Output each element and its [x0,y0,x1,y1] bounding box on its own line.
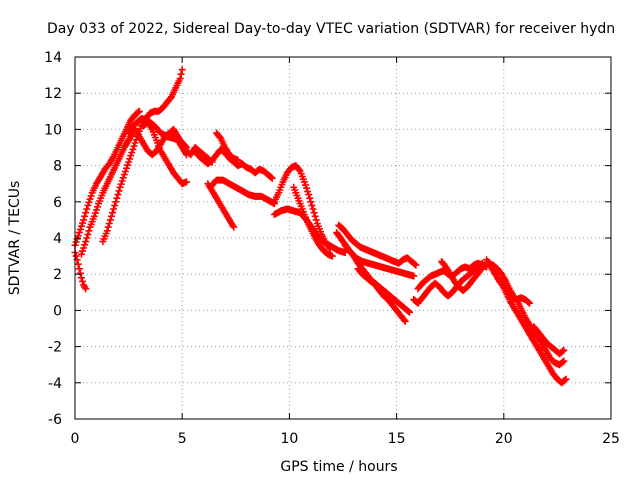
y-tick-label: 4 [53,231,62,247]
series-track-12 [213,129,242,164]
plus-marker-trail [530,323,568,358]
y-tick-label: 14 [44,50,62,66]
series-track-21 [410,259,486,307]
plus-marker-trail [335,221,420,269]
x-tick-label: 15 [388,431,406,447]
y-tick-label: 6 [53,195,62,211]
y-tick-label: 8 [53,159,62,175]
y-axis-label: SDTVAR / TECUs [7,181,23,296]
y-tick-label: -4 [48,376,62,392]
y-tick-label: 0 [53,303,62,319]
series-track-15 [290,183,336,260]
series-track-2 [71,249,90,293]
series-track-7 [140,118,190,188]
x-axis-ticks: 0 5 10 15 20 25 [71,57,620,447]
x-tick-label: 25 [602,431,620,447]
plus-marker-trail [513,296,568,369]
series-track-9 [191,145,276,182]
series-track-11 [206,176,278,208]
x-axis-label: GPS time / hours [280,459,397,475]
plus-marker-trail [410,259,486,307]
y-tick-label: -2 [48,340,62,356]
plus-marker-trail [77,129,137,258]
x-tick-label: 5 [178,431,187,447]
plus-marker-trail [140,118,190,188]
y-tick-label: 10 [44,122,62,138]
y-tick-label: 2 [53,267,62,283]
y-tick-label: -6 [48,412,62,428]
plus-marker-trail [498,279,570,387]
series-track-24 [498,279,570,387]
x-tick-label: 10 [280,431,298,447]
x-tick-label: 20 [495,431,513,447]
plus-marker-trail [206,176,278,208]
plus-marker-trail [191,145,276,182]
series-track-26 [530,323,568,358]
plus-marker-trail [290,183,336,260]
series-track-25 [513,296,568,369]
x-tick-label: 0 [71,431,80,447]
plus-marker-trail [213,129,242,164]
chart-title: Day 033 of 2022, Sidereal Day-to-day VTE… [47,21,615,37]
plus-marker-trail [354,265,413,316]
plus-marker-trail [71,249,90,293]
y-axis-ticks: -6 -4 -2 0 2 4 6 8 10 12 14 [44,50,611,428]
series-track-19 [354,265,413,316]
data-marks [71,66,570,387]
y-tick-label: 12 [44,86,62,102]
series-track-3 [77,129,137,258]
series-track-16 [335,221,420,269]
